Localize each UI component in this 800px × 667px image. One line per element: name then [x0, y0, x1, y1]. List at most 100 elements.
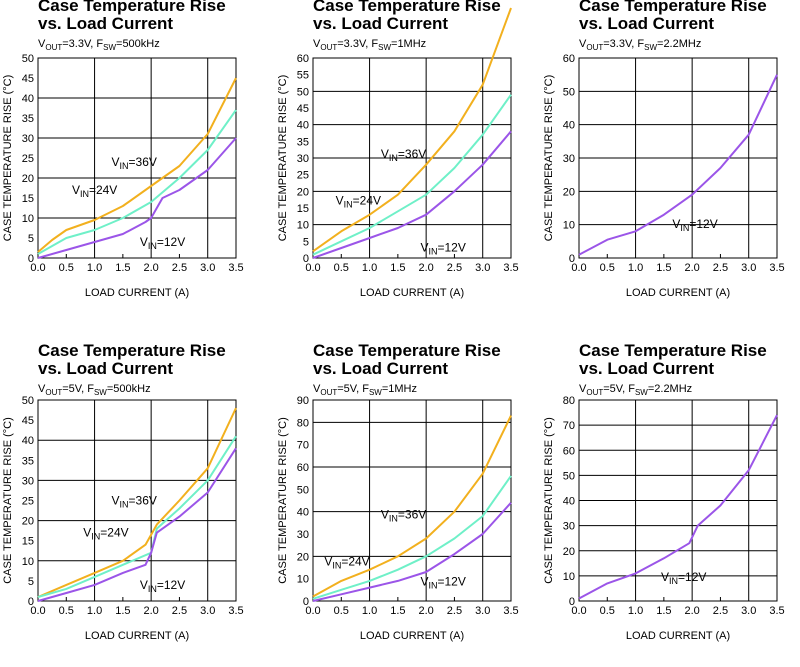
x-tick-label: 2.0 [418, 605, 433, 617]
y-tick-label: 40 [563, 120, 575, 132]
x-axis-label: LOAD CURRENT (A) [85, 287, 189, 299]
plot-frame [312, 399, 512, 602]
chart-title-line2: vs. Load Current [579, 359, 715, 378]
y-tick-label: 35 [297, 136, 309, 148]
y-tick-label: 30 [22, 475, 34, 487]
y-tick-label: 20 [563, 546, 575, 558]
x-tick-label: 3.0 [200, 262, 215, 274]
series-annotation: VIN=12V [140, 235, 185, 251]
x-tick-label: 0.0 [30, 605, 45, 617]
chart-panel-vout3v3-1mhz: Case Temperature Rise vs. Load Current V… [275, 0, 541, 322]
y-tick-label: 5 [28, 576, 34, 588]
y-tick-label: 10 [297, 220, 309, 232]
x-tick-label: 3.5 [503, 605, 518, 617]
x-tick-label: 0.5 [600, 605, 615, 617]
x-tick-label: 0.5 [334, 605, 349, 617]
x-tick-label: 3.5 [503, 262, 518, 274]
chart-title: Case Temperature Rise vs. Load Current [38, 0, 226, 33]
series-line-vin24 [37, 435, 237, 598]
series-line-vin12 [312, 502, 512, 602]
x-axis-label: LOAD CURRENT (A) [85, 630, 189, 642]
chart-condition: VOUT=3.3V, FSW=2.2MHz [579, 38, 702, 53]
series-annotation: VIN=36V [112, 494, 157, 510]
chart-title-line1: Case Temperature Rise [579, 0, 767, 15]
y-tick-label: 15 [22, 536, 34, 548]
chart-plot: 0.0 0.5 1.0 1.5 2.0 2.5 3.0 3.5 0 10 20 30 40 50 60 VIN… [543, 53, 785, 299]
chart-title-line2: vs. Load Current [38, 14, 174, 33]
y-tick-label: 50 [297, 86, 309, 98]
y-tick-label: 10 [563, 220, 575, 232]
x-tick-label: 1.5 [115, 605, 130, 617]
y-tick-label: 0 [569, 596, 575, 608]
y-tick-label: 35 [22, 113, 34, 125]
chart-title: Case Temperature Rise vs. Load Current [38, 342, 226, 378]
series-line-vin12 [37, 137, 237, 259]
y-axis-label: CASE TEMPERATURE RISE (°C) [543, 75, 555, 242]
y-tick-label: 0 [28, 253, 34, 265]
y-axis-label: CASE TEMPERATURE RISE (°C) [277, 417, 289, 584]
y-tick-label: 40 [297, 507, 309, 519]
chart-panel-vout5v-500khz: Case Temperature Rise vs. Load Current V… [0, 342, 266, 667]
y-tick-label: 5 [303, 236, 309, 248]
x-tick-label: 1.0 [628, 262, 643, 274]
chart-title: Case Temperature Rise vs. Load Current [313, 342, 501, 378]
x-tick-label: 0.5 [59, 605, 74, 617]
y-tick-label: 0 [569, 253, 575, 265]
y-tick-label: 30 [297, 529, 309, 541]
plot-frame [312, 57, 512, 259]
y-tick-label: 10 [22, 213, 34, 225]
chart-title: Case Temperature Rise vs. Load Current [313, 0, 501, 33]
chart-condition: VOUT=5V, FSW=500kHz [38, 383, 151, 398]
y-tick-label: 90 [297, 395, 309, 407]
x-tick-label: 0.0 [571, 262, 586, 274]
x-tick-label: 1.5 [390, 262, 405, 274]
y-tick-label: 10 [563, 571, 575, 583]
x-tick-label: 3.0 [200, 605, 215, 617]
y-tick-label: 25 [22, 153, 34, 165]
y-tick-label: 50 [22, 395, 34, 407]
chart-plot: 0.0 0.5 1.0 1.5 2.0 2.5 3.0 3.5 0 10 20 30 40 50 60 70 8… [543, 395, 785, 642]
series-line-vin36 [312, 415, 512, 598]
series-annotation: VIN=36V [381, 147, 426, 163]
y-tick-label: 60 [297, 462, 309, 474]
chart-title-line1: Case Temperature Rise [38, 0, 226, 15]
series-annotation: VIN=12V [661, 570, 706, 586]
x-tick-label: 0.5 [59, 262, 74, 274]
y-tick-label: 40 [563, 496, 575, 508]
x-tick-label: 2.5 [713, 262, 728, 274]
y-tick-label: 0 [28, 596, 34, 608]
y-tick-label: 60 [297, 53, 309, 65]
y-tick-label: 50 [563, 86, 575, 98]
x-tick-label: 1.5 [390, 605, 405, 617]
series-line-vin36 [312, 7, 512, 253]
plot-frame [37, 399, 237, 602]
chart-condition: VOUT=5V, FSW=2.2MHz [579, 383, 693, 398]
x-tick-label: 3.0 [475, 262, 490, 274]
chart-title-line2: vs. Load Current [579, 14, 715, 33]
y-tick-label: 80 [297, 417, 309, 429]
x-axis-label: LOAD CURRENT (A) [360, 287, 464, 299]
chart-plot: 0.0 0.5 1.0 1.5 2.0 2.5 3.0 3.5 0 10 20 30 40 50 60 70 8… [277, 395, 519, 642]
x-tick-label: 2.0 [143, 262, 158, 274]
chart-title-line1: Case Temperature Rise [579, 341, 767, 360]
chart-condition: VOUT=3.3V, FSW=1MHz [313, 38, 427, 53]
y-tick-label: 40 [22, 93, 34, 105]
y-tick-label: 35 [22, 455, 34, 467]
series-annotation: VIN=24V [72, 183, 117, 199]
series-annotation: VIN=12V [420, 240, 465, 256]
y-tick-label: 80 [563, 395, 575, 407]
y-tick-label: 45 [22, 415, 34, 427]
y-tick-label: 25 [22, 496, 34, 508]
plot-frame [578, 57, 778, 259]
y-tick-label: 20 [22, 173, 34, 185]
chart-plot: 0.0 0.5 1.0 1.5 2.0 2.5 3.0 3.5 0 5 10 15 20 25 30 35 40… [277, 7, 519, 299]
y-tick-label: 70 [297, 440, 309, 452]
series-line-vin36 [37, 77, 237, 253]
y-tick-label: 70 [563, 420, 575, 432]
chart-panel-vout5v-2m2hz: Case Temperature Rise vs. Load Current V… [541, 341, 800, 667]
chart-condition: VOUT=5V, FSW=1MHz [313, 383, 417, 398]
chart-title-line1: Case Temperature Rise [38, 341, 226, 360]
y-tick-label: 20 [297, 551, 309, 563]
plot-frame [37, 57, 237, 259]
x-tick-label: 0.0 [305, 262, 320, 274]
